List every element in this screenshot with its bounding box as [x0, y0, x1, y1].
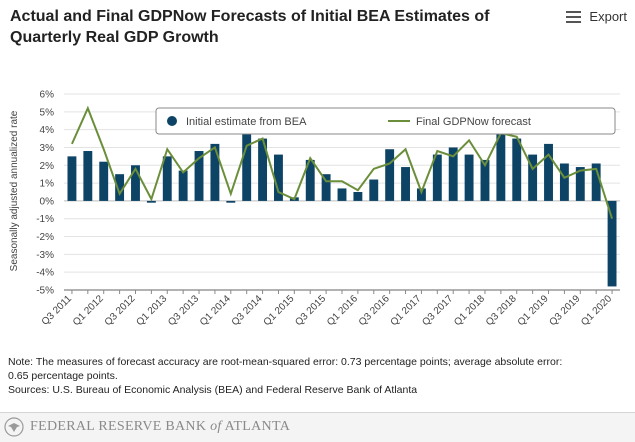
- gdp-chart: Seasonally adjusted annualized rate -5%-…: [9, 90, 620, 328]
- y-tick-label: -2%: [36, 232, 54, 243]
- bar: [162, 156, 172, 201]
- y-axis-label: Seasonally adjusted annualized rate: [9, 110, 20, 271]
- x-tick-label: Q1 2017: [389, 293, 424, 328]
- legend-box: [155, 107, 616, 135]
- atlanta-fed-logo: FEDERAL RESERVE BANK of ATLANTA: [4, 417, 290, 437]
- y-axis-ticks: -5% -4% -3% -2% -1% 0% 1% 2% 3% 4% 5% 6%: [36, 90, 54, 297]
- bar: [67, 156, 77, 201]
- bar: [83, 151, 93, 201]
- legend-bar-label: Initial estimate from BEA: [186, 116, 307, 128]
- x-tick-label: Q3 2012: [103, 293, 138, 328]
- y-tick-label: 5%: [40, 107, 55, 118]
- logo-text-a: FEDERAL RESERVE BANK: [30, 419, 211, 434]
- logo-text: FEDERAL RESERVE BANK of ATLANTA: [30, 419, 290, 435]
- title-line-1: Actual and Final GDPNow Forecasts of Ini…: [10, 8, 490, 25]
- bar: [401, 167, 410, 201]
- bar: [607, 200, 617, 287]
- eagle-seal-icon: [4, 417, 24, 437]
- x-tick-label: Q3 2017: [420, 293, 455, 328]
- logo-text-of: of: [210, 419, 222, 434]
- bar: [528, 154, 538, 201]
- y-tick-label: -3%: [36, 250, 54, 261]
- y-tick-label: 2%: [40, 161, 55, 172]
- chart-title: Actual and Final GDPNow Forecasts of Ini…: [10, 6, 530, 48]
- x-tick-label: Q3 2016: [357, 293, 392, 328]
- x-tick-label: Q1 2020: [579, 293, 614, 328]
- bar: [305, 159, 315, 201]
- x-tick-label: Q1 2015: [262, 293, 297, 328]
- bar: [353, 192, 363, 201]
- bar: [226, 200, 236, 203]
- bar: [210, 143, 220, 201]
- forecast-line: [71, 105, 614, 220]
- bar: [337, 188, 347, 201]
- x-tick-label: Q3 2015: [293, 293, 328, 328]
- bar: [448, 147, 458, 201]
- bar: [480, 159, 490, 201]
- legend: Initial estimate from BEA Final GDPNow f…: [155, 107, 616, 135]
- x-tick-label: Q1 2016: [325, 293, 360, 328]
- export-button[interactable]: Export: [566, 9, 627, 24]
- bar: [194, 151, 204, 201]
- x-tick-label: Q3 2011: [40, 293, 75, 328]
- bar: [385, 149, 395, 201]
- bar: [544, 143, 553, 201]
- x-tick-label: Q1 2019: [516, 293, 551, 328]
- bar: [178, 170, 188, 201]
- bar: [464, 154, 474, 201]
- bar: [575, 167, 585, 201]
- y-tick-label: 0%: [40, 196, 55, 207]
- bar: [99, 161, 109, 201]
- bar: [369, 179, 379, 201]
- note-line-2: 0.65 percentage points.: [8, 370, 118, 382]
- bar: [321, 174, 331, 201]
- bar: [274, 154, 283, 201]
- bar-series: [67, 127, 617, 287]
- y-tick-label: -1%: [36, 214, 54, 225]
- legend-bar-marker: [167, 116, 177, 126]
- x-tick-label: Q1 2014: [198, 293, 233, 328]
- x-tick-label: Q1 2018: [452, 293, 487, 328]
- y-tick-label: 3%: [40, 143, 55, 154]
- legend-line-label: Final GDPNow forecast: [416, 116, 531, 128]
- x-tick-label: Q1 2013: [134, 293, 169, 328]
- x-tick-label: Q1 2012: [71, 293, 106, 328]
- bar: [591, 163, 601, 201]
- y-tick-label: 4%: [40, 125, 55, 136]
- bar: [242, 129, 252, 201]
- x-tick-label: Q3 2013: [166, 293, 201, 328]
- bar: [432, 154, 442, 201]
- bar: [512, 138, 522, 201]
- bar: [146, 200, 156, 203]
- sources-line: Sources: U.S. Bureau of Economic Analysi…: [8, 384, 418, 396]
- y-tick-label: 1%: [40, 179, 55, 190]
- y-tick-label: 6%: [40, 90, 55, 101]
- bar: [258, 138, 268, 201]
- x-tick-label: Q3 2019: [547, 293, 582, 328]
- title-line-2: Quarterly Real GDP Growth: [10, 29, 219, 46]
- bar: [559, 163, 569, 201]
- bar: [496, 127, 506, 201]
- hamburger-menu-icon: [566, 10, 582, 23]
- x-tick-label: Q3 2018: [484, 293, 519, 328]
- x-tick-label: Q3 2014: [230, 293, 265, 328]
- export-label: Export: [589, 9, 627, 24]
- logo-text-b: ATLANTA: [221, 419, 291, 434]
- bar: [115, 174, 125, 201]
- y-tick-label: -5%: [36, 286, 54, 297]
- note-line-1: Note: The measures of forecast accuracy …: [8, 356, 563, 368]
- bar: [131, 165, 140, 201]
- footer: FEDERAL RESERVE BANK of ATLANTA: [0, 412, 635, 442]
- y-tick-label: -4%: [36, 268, 54, 279]
- chart-notes: Note: The measures of forecast accuracy …: [8, 355, 608, 397]
